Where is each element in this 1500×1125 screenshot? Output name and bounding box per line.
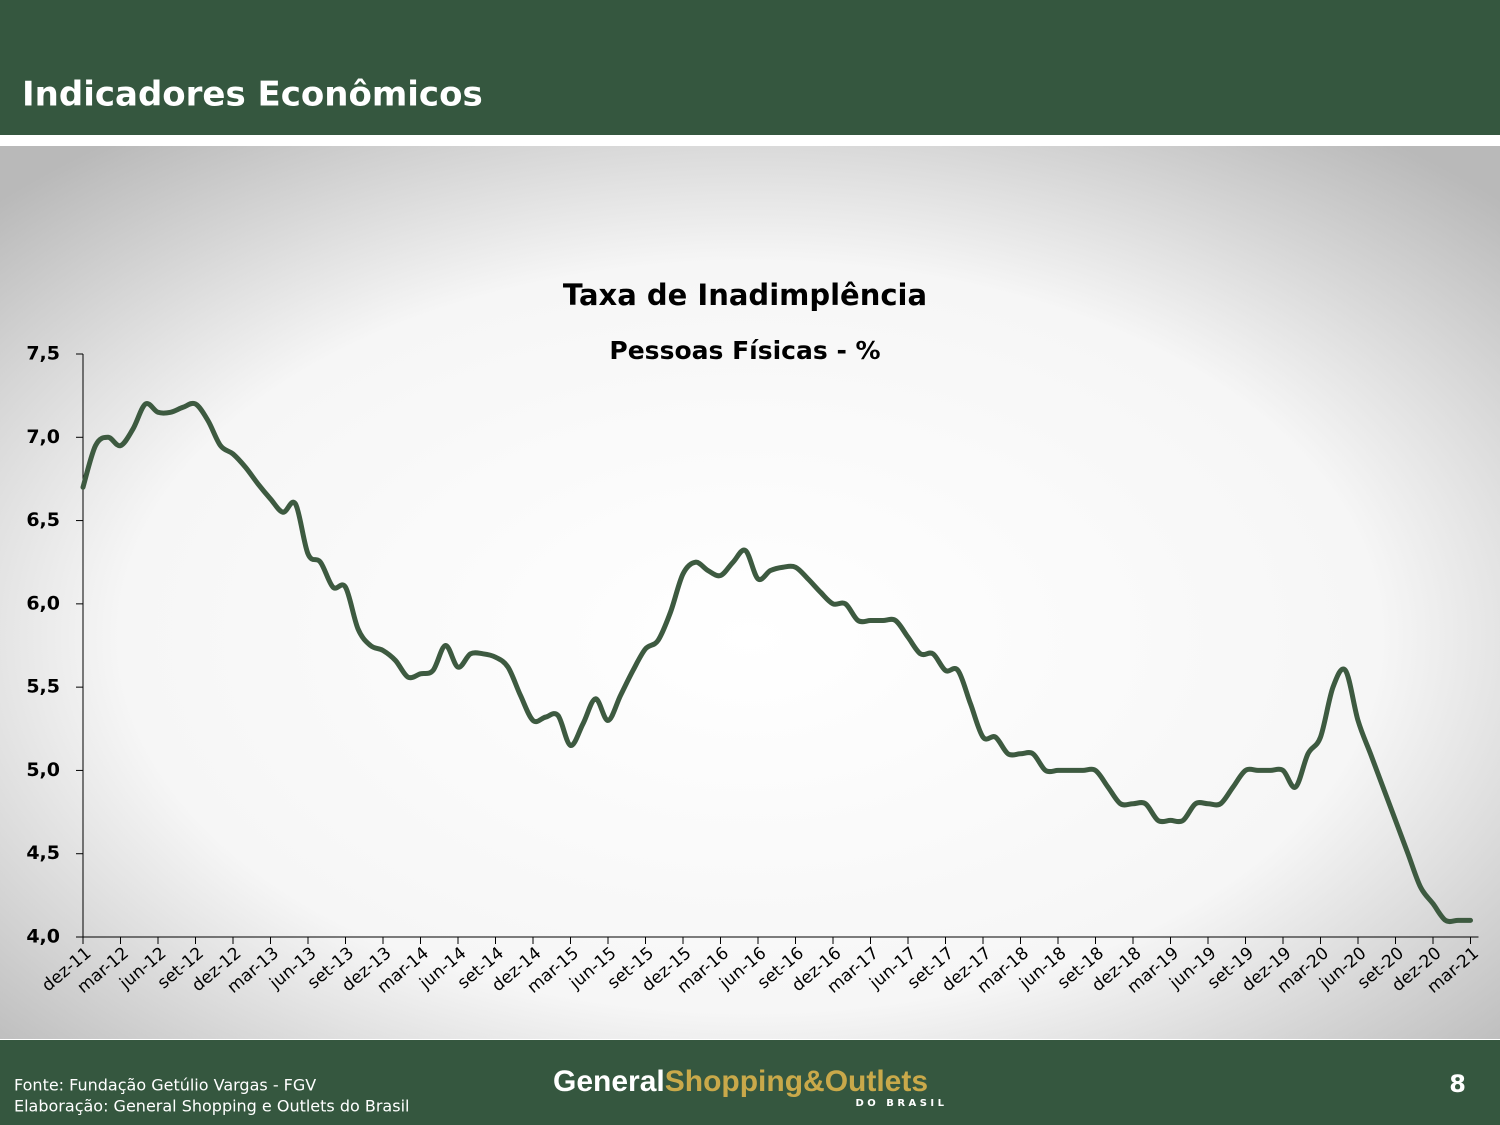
y-tick-label: 5,5 bbox=[26, 676, 60, 698]
y-tick-label: 5,0 bbox=[26, 759, 60, 781]
content-background bbox=[0, 146, 1500, 1039]
y-tick-label: 6,5 bbox=[26, 509, 60, 531]
logo-shopping: Shopping&Outlets bbox=[665, 1065, 928, 1098]
header-bar bbox=[0, 0, 1500, 135]
page-number: 8 bbox=[1449, 1070, 1466, 1098]
y-tick-label: 4,0 bbox=[26, 926, 60, 948]
chart-subtitle: Pessoas Físicas - % bbox=[609, 336, 880, 365]
logo-subtitle: D O B R A S I L bbox=[856, 1098, 945, 1109]
credit-note: Elaboração: General Shopping e Outlets d… bbox=[14, 1097, 409, 1116]
y-tick-label: 7,0 bbox=[26, 426, 60, 448]
y-tick-label: 4,5 bbox=[26, 842, 60, 864]
source-note: Fonte: Fundação Getúlio Vargas - FGV bbox=[14, 1076, 316, 1095]
y-tick-label: 6,0 bbox=[26, 592, 60, 614]
data-line bbox=[80, 400, 1473, 925]
footer-bar bbox=[0, 1040, 1500, 1125]
logo: GeneralShopping&Outlets bbox=[553, 1065, 928, 1098]
logo-general: General bbox=[553, 1065, 665, 1098]
chart-title: Taxa de Inadimplência bbox=[563, 278, 927, 312]
y-tick-label: 7,5 bbox=[26, 343, 60, 365]
slide-title: Indicadores Econômicos bbox=[22, 75, 483, 115]
